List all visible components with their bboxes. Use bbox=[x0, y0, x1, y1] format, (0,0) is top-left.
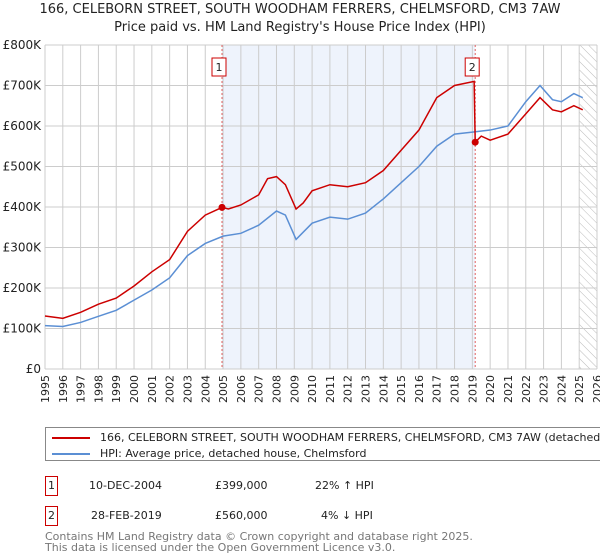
y-tick-label: £700K bbox=[3, 79, 43, 93]
series-line bbox=[44, 80, 584, 320]
legend-label: HPI: Average price, detached house, Chel… bbox=[100, 447, 367, 460]
x-tick-label: 1998 bbox=[92, 375, 105, 403]
annotation-label: 1 bbox=[215, 61, 222, 74]
annotation-box bbox=[464, 57, 480, 77]
sale-hpi: 4% ↓ HPI bbox=[321, 509, 373, 522]
chart-subtitle: Price paid vs. HM Land Registry's House … bbox=[114, 20, 486, 35]
sale-price: £560,000 bbox=[215, 509, 268, 522]
x-tick-label: 1995 bbox=[39, 375, 52, 403]
x-tick-label: 2026 bbox=[591, 375, 600, 403]
series-line bbox=[44, 84, 584, 328]
x-tick-label: 2009 bbox=[288, 375, 301, 403]
legend-swatch bbox=[52, 452, 90, 455]
x-tick-label: 2003 bbox=[181, 375, 194, 403]
x-tick-label: 2021 bbox=[502, 375, 515, 403]
y-tick-label: £800K bbox=[3, 38, 43, 52]
sale-date: 10-DEC-2004 bbox=[89, 479, 163, 492]
footer-line: This data is licensed under the Open Gov… bbox=[45, 541, 396, 554]
x-tick-label: 2015 bbox=[395, 375, 408, 403]
x-tick-label: 2023 bbox=[538, 375, 551, 403]
x-tick-label: 2010 bbox=[306, 375, 319, 403]
x-tick-label: 2002 bbox=[164, 375, 177, 403]
sale-row: 2 28-FEB-2019 £560,000 4% ↓ HPI bbox=[45, 506, 600, 526]
x-tick-label: 2007 bbox=[253, 375, 266, 403]
sale-hpi: 22% ↑ HPI bbox=[315, 479, 374, 492]
sale-point bbox=[471, 138, 479, 146]
price-chart: 1995 1996 1997 1998 1999 2000 2001 2002 2003 2004… bbox=[3, 38, 600, 403]
annotation-box bbox=[211, 57, 227, 77]
y-tick-label: £100K bbox=[3, 322, 43, 336]
x-tick-label: 2004 bbox=[199, 375, 212, 403]
x-tick-label: 2014 bbox=[377, 375, 390, 403]
y-tick-label: £200K bbox=[3, 281, 43, 295]
x-tick-label: 2012 bbox=[342, 375, 355, 403]
x-tick-label: 2005 bbox=[217, 375, 230, 403]
x-tick-label: 2024 bbox=[555, 375, 568, 403]
chart-title: 166, CELEBORN STREET, SOUTH WOODHAM FERR… bbox=[39, 2, 561, 17]
sale-date: 28-FEB-2019 bbox=[91, 509, 162, 522]
sale-price: £399,000 bbox=[215, 479, 268, 492]
legend-label: 166, CELEBORN STREET, SOUTH WOODHAM FERR… bbox=[100, 431, 600, 444]
legend-item-property: 166, CELEBORN STREET, SOUTH WOODHAM FERR… bbox=[52, 431, 600, 444]
x-tick-label: 2000 bbox=[128, 375, 141, 403]
footer-line: Contains HM Land Registry data © Crown c… bbox=[45, 530, 473, 543]
legend-item-hpi: HPI: Average price, detached house, Chel… bbox=[52, 447, 366, 460]
y-tick-label: £0 bbox=[26, 362, 41, 376]
x-tick-label: 2020 bbox=[484, 375, 497, 403]
y-tick-label: £500K bbox=[3, 160, 43, 174]
x-tick-label: 2006 bbox=[235, 375, 248, 403]
y-tick-label: £300K bbox=[3, 241, 43, 255]
legend-swatch bbox=[52, 436, 90, 439]
x-tick-label: 1999 bbox=[110, 375, 123, 403]
x-tick-label: 2019 bbox=[466, 375, 479, 403]
x-tick-label: 2017 bbox=[431, 375, 444, 403]
x-tick-label: 2013 bbox=[360, 375, 373, 403]
x-tick-label: 2022 bbox=[520, 375, 533, 403]
x-tick-label: 2001 bbox=[146, 375, 159, 403]
x-tick-label: 2025 bbox=[573, 375, 586, 403]
x-tick-label: 1996 bbox=[57, 375, 70, 403]
annotation-label: 2 bbox=[469, 61, 476, 74]
x-tick-label: 2018 bbox=[449, 375, 462, 403]
x-tick-label: 1997 bbox=[75, 375, 88, 403]
footer: Contains HM Land Registry data © Crown c… bbox=[45, 531, 473, 553]
x-tick-label: 2008 bbox=[270, 375, 283, 403]
y-tick-label: £400K bbox=[3, 200, 43, 214]
sale-point bbox=[218, 203, 226, 211]
legend: 166, CELEBORN STREET, SOUTH WOODHAM FERR… bbox=[45, 427, 600, 461]
sale-row: 1 10-DEC-2004 £399,000 22% ↑ HPI bbox=[45, 476, 600, 496]
x-tick-label: 2011 bbox=[324, 375, 337, 403]
y-tick-label: £600K bbox=[3, 119, 43, 133]
x-tick-label: 2016 bbox=[413, 375, 426, 403]
sale-marker: 2 bbox=[45, 506, 58, 526]
sale-marker: 1 bbox=[45, 476, 58, 496]
